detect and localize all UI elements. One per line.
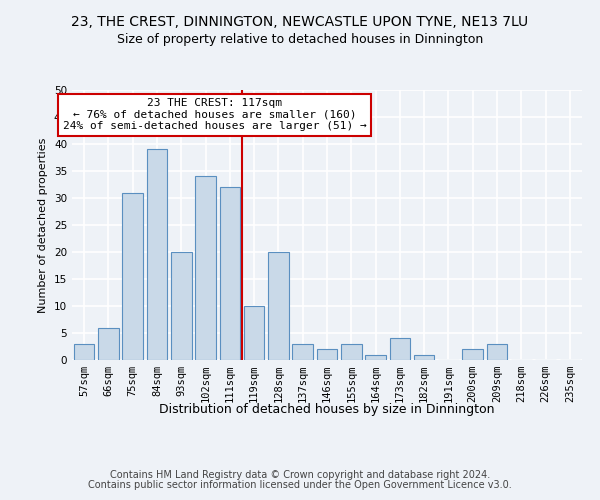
Bar (220, 187, 240, 360)
Text: Size of property relative to detached houses in Dinnington: Size of property relative to detached ho… (117, 32, 483, 46)
Bar (365, 354, 386, 360)
Bar (414, 354, 434, 360)
Bar (74, 344, 94, 360)
Text: Distribution of detached houses by size in Dinnington: Distribution of detached houses by size … (159, 402, 495, 415)
Text: 23 THE CREST: 117sqm
← 76% of detached houses are smaller (160)
24% of semi-deta: 23 THE CREST: 117sqm ← 76% of detached h… (63, 98, 367, 132)
Bar (171, 252, 191, 360)
Bar (98, 328, 119, 360)
Bar (292, 344, 313, 360)
Text: Contains HM Land Registry data © Crown copyright and database right 2024.: Contains HM Land Registry data © Crown c… (110, 470, 490, 480)
Bar (268, 252, 289, 360)
Bar (463, 349, 483, 360)
Bar (341, 344, 362, 360)
Bar (389, 338, 410, 360)
Text: Contains public sector information licensed under the Open Government Licence v3: Contains public sector information licen… (88, 480, 512, 490)
Text: 23, THE CREST, DINNINGTON, NEWCASTLE UPON TYNE, NE13 7LU: 23, THE CREST, DINNINGTON, NEWCASTLE UPO… (71, 15, 529, 29)
Bar (317, 349, 337, 360)
Bar (195, 176, 216, 360)
Bar (244, 306, 265, 360)
Bar (122, 192, 143, 360)
Bar (487, 344, 508, 360)
Bar (146, 150, 167, 360)
Y-axis label: Number of detached properties: Number of detached properties (38, 138, 49, 312)
